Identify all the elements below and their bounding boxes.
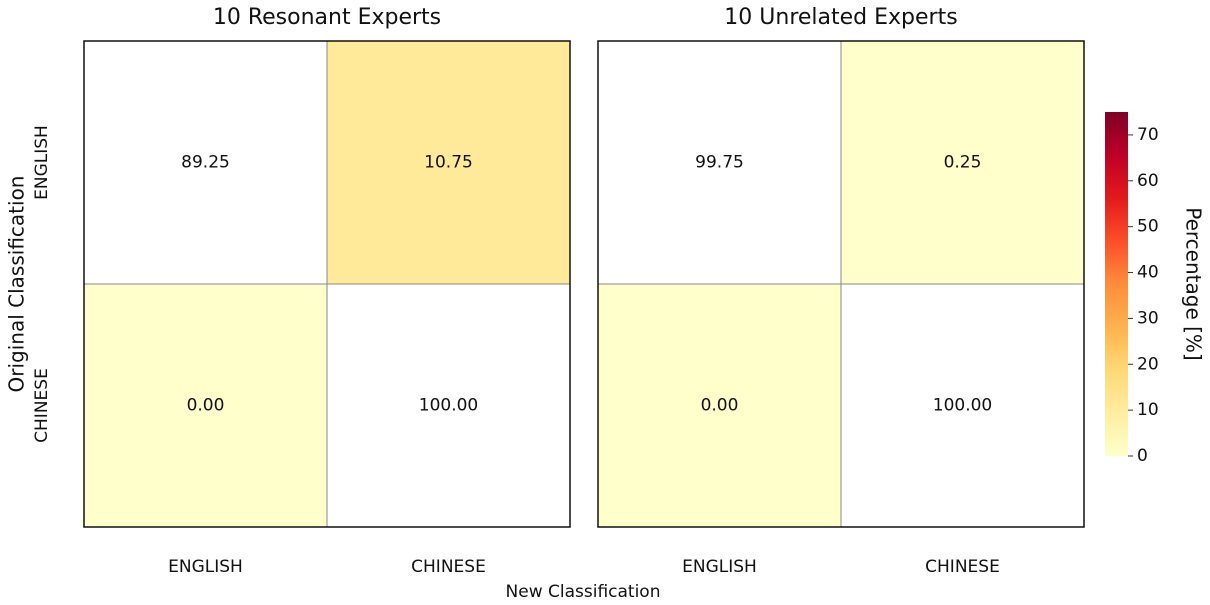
cell-label: 100.00 [933, 396, 992, 416]
y-tick-label: CHINESE [32, 368, 52, 443]
chart-title: 10 Unrelated Experts [724, 5, 957, 30]
heatmap-cell [326, 283, 571, 528]
cell-label: 100.00 [419, 396, 478, 416]
x-tick-label: CHINESE [411, 557, 486, 577]
y-tick-label: ENGLISH [32, 125, 52, 200]
heatmap-cell [840, 40, 1085, 285]
cell-label: 0.25 [944, 153, 982, 173]
heatmap-cell [326, 40, 571, 285]
colorbar-tick-label: 40 [1137, 263, 1159, 283]
cell-label: 0.00 [701, 396, 739, 416]
heatmap-cell [840, 283, 1085, 528]
heatmap-cell [597, 283, 842, 528]
colorbar-label: Percentage [%] [1182, 207, 1206, 360]
chart-title: 10 Resonant Experts [213, 5, 441, 30]
x-axis-label: New Classification [506, 582, 661, 602]
colorbar [1105, 112, 1128, 456]
y-axis-label: Original Classification [5, 176, 29, 393]
cell-label: 99.75 [695, 153, 744, 173]
colorbar-tick-label: 70 [1137, 125, 1159, 145]
cell-label: 0.00 [187, 396, 225, 416]
heatmap-cell [83, 40, 328, 285]
plot-border [83, 40, 571, 528]
colorbar-tick-label: 10 [1137, 400, 1159, 420]
x-tick-label: CHINESE [925, 557, 1000, 577]
x-tick-label: ENGLISH [682, 557, 757, 577]
heatmap-cell [83, 283, 328, 528]
colorbar-tick-label: 0 [1137, 446, 1148, 466]
colorbar-tick-label: 60 [1137, 171, 1159, 191]
plot-border [597, 40, 1085, 528]
colorbar-tick-label: 50 [1137, 217, 1159, 237]
x-tick-label: ENGLISH [168, 557, 243, 577]
colorbar-tick-label: 20 [1137, 354, 1159, 374]
cell-label: 89.25 [181, 153, 230, 173]
colorbar-tick-label: 30 [1137, 308, 1159, 328]
cell-label: 10.75 [424, 153, 473, 173]
